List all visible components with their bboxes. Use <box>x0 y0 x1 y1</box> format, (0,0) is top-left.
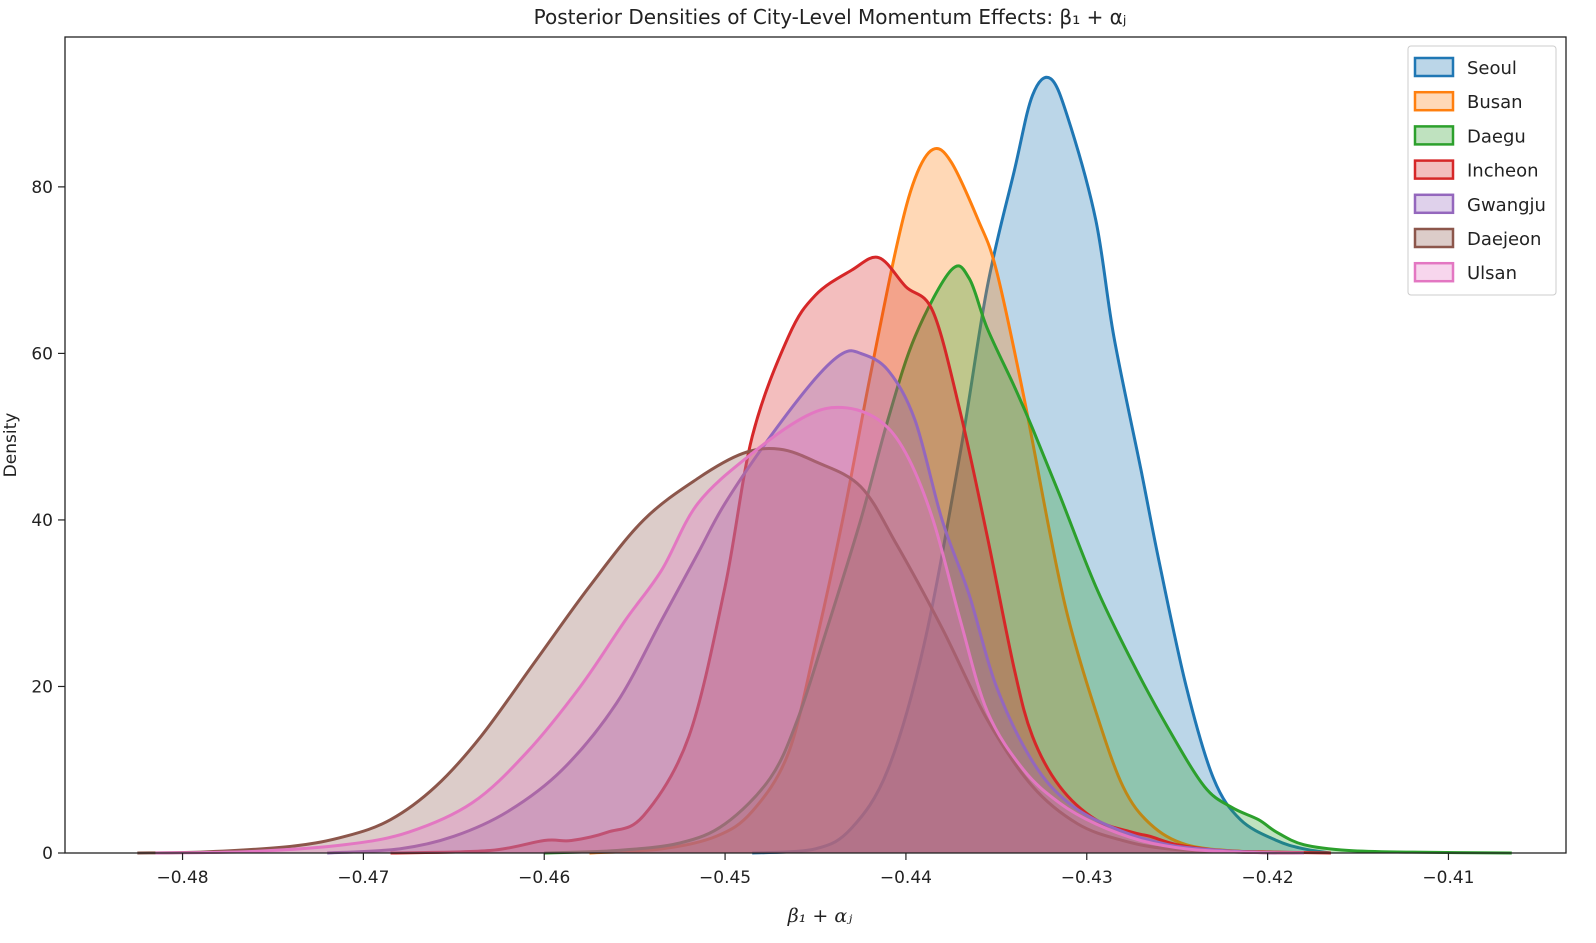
legend-swatch-ulsan <box>1413 261 1455 283</box>
y-tick-label: 60 <box>31 344 53 364</box>
y-tick-label: 20 <box>31 677 53 697</box>
legend-swatch-gwangju <box>1413 193 1455 215</box>
legend-swatch-daejeon <box>1413 227 1455 249</box>
legend-label-gwangju: Gwangju <box>1467 195 1546 216</box>
density-line-gwangju <box>327 349 1277 855</box>
x-tick-label: −0.47 <box>337 868 389 888</box>
chart-title: Posterior Densities of City-Level Moment… <box>534 5 1127 29</box>
y-tick-label: 40 <box>31 511 53 531</box>
legend-label-daegu: Daegu <box>1467 126 1526 147</box>
y-tick-label: 80 <box>31 178 53 198</box>
legend-swatch-daegu <box>1413 125 1455 146</box>
plot-frame <box>64 36 1567 854</box>
legend-label-seoul: Seoul <box>1467 58 1517 79</box>
density-line-busan <box>589 147 1295 855</box>
x-tick-label: −0.48 <box>156 868 208 888</box>
legend: Seoul Busan Daegu Incheon Gwangju Daejeon Ulsa… <box>1407 45 1557 296</box>
x-tick-label: −0.43 <box>1061 868 1113 888</box>
legend-swatch-busan <box>1413 90 1455 112</box>
density-area-seoul <box>752 77 1331 854</box>
legend-swatch-incheon <box>1413 159 1455 180</box>
x-tick-label: −0.45 <box>699 868 751 888</box>
density-line-incheon <box>390 255 1331 855</box>
density-area-busan <box>589 148 1295 854</box>
legend-label-incheon: Incheon <box>1467 161 1539 182</box>
legend-label-daejeon: Daejeon <box>1467 229 1541 250</box>
density-area-daegu <box>544 265 1512 854</box>
density-area-daejeon <box>137 448 1304 853</box>
x-axis: −0.48 −0.47 −0.46 −0.45 −0.44 −0.43 −0.42 −0.41 <box>156 853 1475 888</box>
legend-frame <box>1407 45 1557 296</box>
density-line-seoul <box>752 75 1332 855</box>
density-area-incheon <box>390 257 1331 853</box>
y-axis-label: Density <box>1 413 21 478</box>
series-layer <box>137 75 1512 855</box>
x-tick-label: −0.41 <box>1422 868 1474 888</box>
legend-label-busan: Busan <box>1467 92 1523 113</box>
legend-swatch-seoul <box>1413 56 1455 78</box>
density-line-ulsan <box>155 405 1304 855</box>
x-tick-label: −0.44 <box>880 868 932 888</box>
x-tick-label: −0.42 <box>1242 868 1294 888</box>
density-line-daegu <box>544 264 1512 855</box>
density-area-ulsan <box>155 407 1304 853</box>
legend-label-ulsan: Ulsan <box>1467 263 1517 284</box>
y-axis: 0 20 40 60 80 <box>31 178 65 864</box>
x-axis-label: β₁ + αⱼ <box>787 905 852 927</box>
x-tick-label: −0.46 <box>518 868 570 888</box>
y-tick-label: 0 <box>42 844 53 864</box>
density-area-gwangju <box>327 350 1277 853</box>
